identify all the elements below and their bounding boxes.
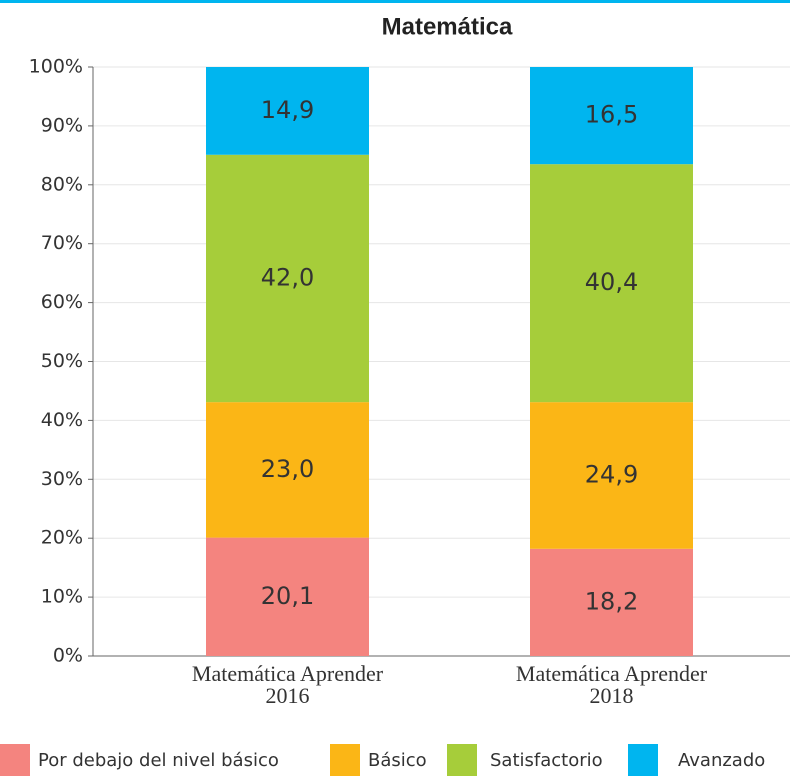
legend-label: Básico [368, 750, 427, 771]
data-label: 42,0 [261, 263, 314, 291]
y-tick-label: 0% [53, 645, 83, 667]
chart-title: Matemática [382, 13, 513, 40]
y-tick-label: 50% [41, 350, 83, 372]
legend-label: Avanzado [678, 750, 765, 771]
data-label: 16,5 [585, 101, 638, 129]
top-border [0, 0, 790, 3]
bar-segment [206, 67, 369, 155]
bar-segment [206, 154, 369, 403]
bar-segment [530, 402, 693, 549]
legend-swatch [447, 744, 477, 776]
legend-label: Por debajo del nivel básico [38, 750, 279, 771]
data-label: 14,9 [261, 96, 314, 124]
bar-segment [530, 164, 693, 403]
data-label: 40,4 [585, 268, 638, 296]
y-tick-label: 80% [41, 173, 83, 195]
x-tick-label: Matemática Aprender 2016 [191, 661, 384, 708]
y-tick-label: 40% [41, 409, 83, 431]
y-tick-label: 10% [41, 586, 83, 608]
y-tick-label: 20% [41, 527, 83, 549]
y-tick-label: 60% [41, 291, 83, 313]
data-label: 18,2 [585, 587, 638, 615]
x-tick-label: Matemática Aprender 2018 [515, 661, 708, 708]
legend-swatch [330, 744, 360, 776]
bar-segment [206, 402, 369, 538]
y-tick-label: 70% [41, 232, 83, 254]
bar-segment [206, 537, 369, 656]
y-tick-label: 30% [41, 468, 83, 490]
y-tick-label: 90% [41, 114, 83, 136]
data-label: 24,9 [585, 460, 638, 488]
legend-swatch [628, 744, 658, 776]
legend-swatch [0, 744, 30, 776]
data-label: 23,0 [261, 455, 314, 483]
data-label: 20,1 [261, 582, 314, 610]
bar-segment [530, 548, 693, 656]
legend-label: Satisfactorio [490, 750, 603, 771]
y-tick-label: 100% [29, 56, 83, 78]
bar-segment [530, 67, 693, 165]
